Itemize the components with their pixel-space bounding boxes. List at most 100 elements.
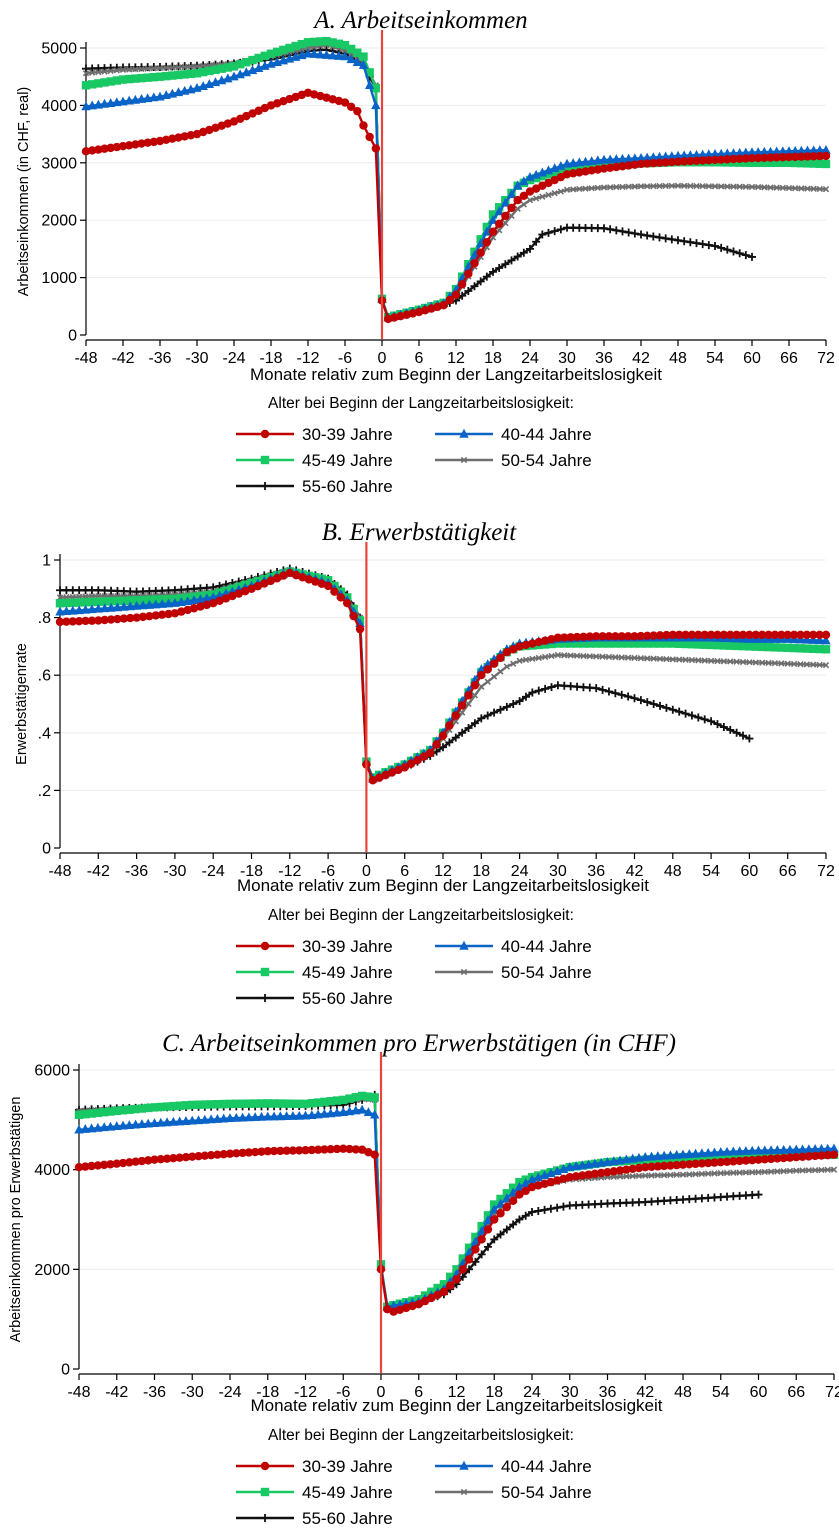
- legend-marker: [460, 968, 468, 976]
- legend-label: 30-39 Jahre: [302, 425, 393, 444]
- data-point: [578, 1171, 587, 1180]
- data-point: [747, 1145, 757, 1155]
- x-tick-label: 66: [780, 350, 798, 367]
- data-point: [563, 186, 571, 193]
- data-point: [729, 247, 738, 256]
- data-point: [678, 1149, 688, 1159]
- data-point: [521, 1211, 530, 1220]
- data-point: [676, 656, 683, 663]
- legend-label: 50-54 Jahre: [501, 1483, 592, 1502]
- data-point: [604, 687, 613, 696]
- legend-marker: [260, 429, 270, 439]
- data-point: [495, 1198, 506, 1208]
- data-point: [735, 249, 744, 258]
- chart-title: B. Erwerbstätigkeit: [322, 519, 517, 546]
- data-point: [687, 640, 697, 649]
- data-point: [713, 630, 722, 640]
- data-point: [118, 75, 128, 84]
- data-point: [680, 237, 689, 246]
- data-point: [86, 1123, 97, 1133]
- data-point: [181, 63, 188, 71]
- data-point: [796, 644, 805, 653]
- panel-b-erwerbstaetigkeit: B. Erwerbstätigkeit 0 .2 .4 .6 .8 1 -48 -42 -36 -3…: [14, 519, 835, 1008]
- data-point: [635, 1172, 643, 1180]
- data-point: [802, 634, 812, 644]
- data-point: [311, 577, 320, 586]
- data-point: [581, 167, 590, 176]
- data-point: [822, 186, 830, 193]
- data-point: [533, 195, 540, 202]
- data-point: [132, 66, 139, 73]
- data-point: [370, 1109, 380, 1119]
- data-point: [529, 655, 536, 663]
- data-point: [509, 1220, 518, 1229]
- data-point: [119, 596, 129, 605]
- data-point: [87, 80, 97, 89]
- data-point: [701, 657, 708, 664]
- data-point: [722, 148, 733, 158]
- data-point: [753, 153, 763, 163]
- data-point: [68, 617, 77, 626]
- data-point: [169, 1154, 178, 1163]
- data-point: [501, 260, 510, 269]
- data-point: [353, 48, 362, 57]
- data-point: [829, 1150, 839, 1159]
- data-point: [767, 1168, 775, 1175]
- data-point: [653, 1151, 663, 1161]
- data-point: [365, 68, 374, 77]
- data-point: [810, 1144, 820, 1153]
- data-point: [600, 184, 608, 191]
- data-point: [809, 644, 818, 653]
- legend: Alter bei Beginn der Langzeitarbeitslosi…: [236, 907, 592, 1008]
- data-point: [598, 685, 607, 694]
- data-point: [593, 165, 603, 174]
- data-point: [496, 653, 505, 663]
- data-point: [225, 1149, 235, 1158]
- data-point: [170, 609, 180, 618]
- x-tick-label: 12: [434, 863, 452, 880]
- x-tick-label: 18: [472, 863, 490, 880]
- series-30-39-jahre: [55, 568, 831, 785]
- data-point: [301, 1099, 310, 1109]
- data-point: [655, 158, 664, 167]
- data-point: [759, 146, 770, 156]
- data-point: [215, 596, 224, 605]
- x-axis-label: Monate relativ zum Beginn der Langzeitar…: [250, 365, 662, 384]
- data-point: [659, 1161, 669, 1171]
- data-point: [573, 652, 581, 659]
- data-point: [515, 642, 524, 651]
- data-point: [665, 1150, 676, 1160]
- data-point: [667, 151, 677, 160]
- data-point: [138, 600, 148, 610]
- data-point: [100, 615, 109, 625]
- data-point: [477, 714, 486, 723]
- data-point: [509, 645, 518, 654]
- data-point: [269, 1146, 279, 1156]
- data-point: [95, 68, 102, 76]
- data-point: [810, 661, 817, 668]
- data-point: [692, 239, 701, 248]
- data-point: [821, 645, 831, 654]
- data-point: [550, 168, 559, 177]
- data-point: [87, 604, 97, 614]
- data-point: [668, 705, 677, 714]
- x-tick-label: -42: [105, 1384, 128, 1401]
- data-point: [476, 1225, 487, 1235]
- data-point: [359, 121, 368, 130]
- data-point: [720, 658, 728, 665]
- data-point: [106, 597, 116, 606]
- data-point: [816, 1143, 827, 1153]
- data-point: [771, 146, 782, 156]
- data-point: [643, 639, 652, 648]
- data-point: [62, 617, 71, 626]
- data-point: [815, 145, 825, 155]
- data-point: [131, 74, 140, 83]
- data-point: [113, 596, 122, 606]
- data-point: [346, 44, 356, 54]
- data-point: [546, 1177, 556, 1187]
- legend-marker: [261, 482, 269, 490]
- data-point: [728, 1146, 739, 1156]
- data-point: [738, 630, 748, 640]
- data-point: [332, 1096, 342, 1105]
- data-point: [74, 617, 84, 626]
